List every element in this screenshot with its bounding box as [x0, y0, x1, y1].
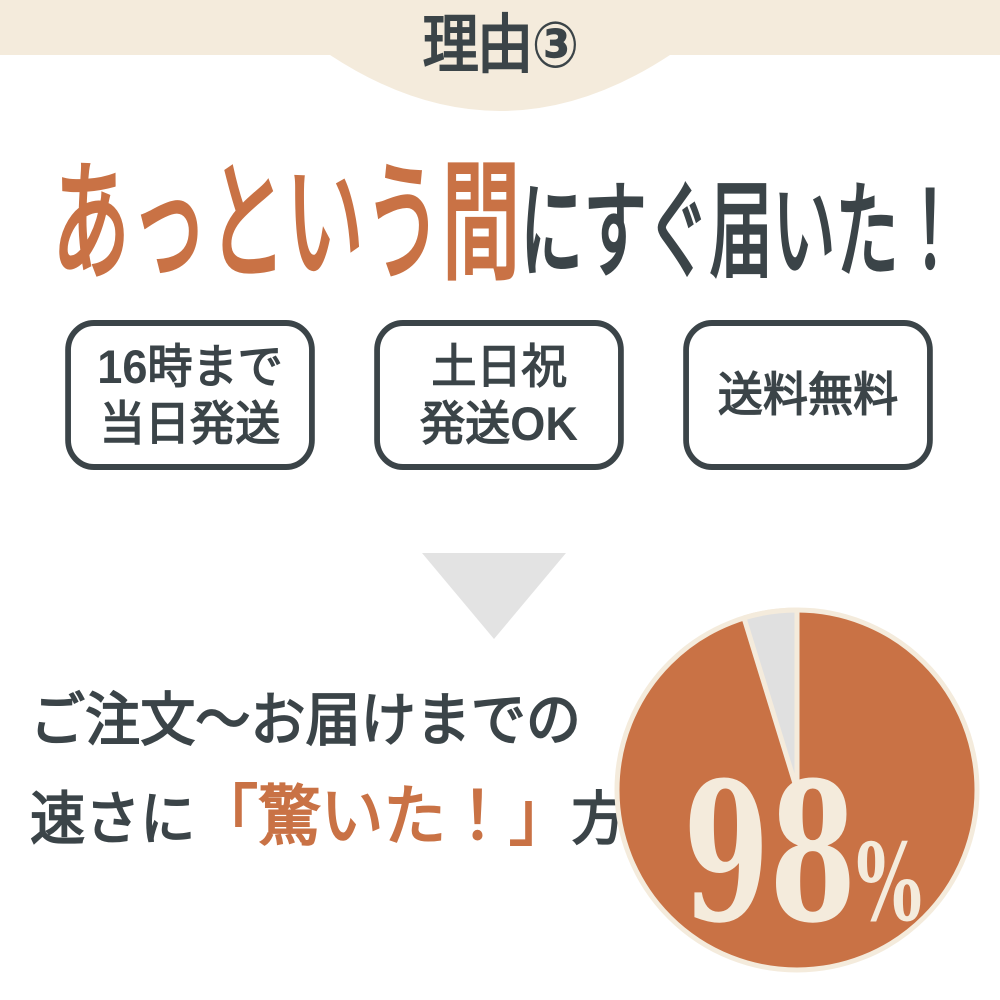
badge-row: 16時まで 当日発送 土日祝 発送OK 送料無料 [60, 320, 938, 470]
pie-slice-minority [741, 607, 800, 793]
stat-line2-highlight: 「驚いた！」 [195, 779, 572, 853]
badge-line: 土日祝 [431, 339, 567, 393]
reason-label: 理由③ [422, 9, 579, 81]
badge-line: 当日発送 [99, 397, 281, 450]
headline-rest: にすぐ届いた！ [520, 174, 962, 291]
stat-caption: ご注文〜お届けまでの 速さに「驚いた！」方 [30, 688, 627, 850]
stat-caption-line2: 速さに「驚いた！」方 [30, 783, 627, 849]
percent-label: 98% [683, 758, 922, 950]
headline: あっという間にすぐ届いた！ [52, 155, 962, 291]
stat-line2-prefix: 速さに [30, 787, 196, 852]
percent-value: 98 [683, 741, 857, 966]
badge-same-day-shipping: 16時まで 当日発送 [65, 320, 315, 470]
percent-sign: % [856, 821, 923, 946]
badge-line: 送料無料 [717, 368, 899, 422]
pie-chart [614, 607, 980, 973]
stat-caption-line1: ご注文〜お届けまでの [30, 688, 582, 753]
badge-free-shipping: 送料無料 [683, 320, 933, 470]
badge-weekend-shipping: 土日祝 発送OK [374, 320, 624, 470]
badge-line: 発送OK [420, 397, 578, 450]
badge-line: 16時まで [97, 339, 283, 393]
header-band [0, 0, 1000, 111]
down-arrow-icon [422, 553, 566, 639]
headline-highlight: あっという間 [52, 150, 521, 296]
